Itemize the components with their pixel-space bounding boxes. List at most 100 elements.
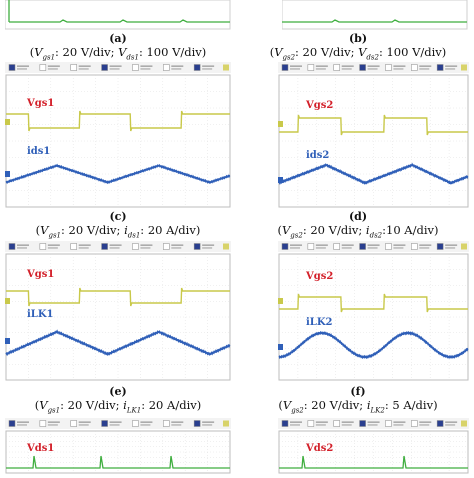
toolbar-icon <box>436 64 444 71</box>
toolbar-text-mark <box>171 247 182 249</box>
toolbar-text-mark <box>202 65 215 67</box>
caption-a: (a) (Vgs1: 20 V/div; Vds1: 100 V/div) <box>3 32 233 61</box>
ilk1-label: iLK1 <box>27 309 53 320</box>
caption-letter: (f) <box>350 385 366 398</box>
channel-marker <box>5 298 10 304</box>
toolbar-text-mark <box>315 65 328 67</box>
scope-panel-g-right: Vds2 <box>278 418 469 474</box>
toolbar-text-mark <box>367 65 380 67</box>
caption-letter: (a) <box>109 32 127 45</box>
channel-marker <box>278 344 283 350</box>
caption-letter: (c) <box>109 210 127 223</box>
toolbar-text-mark <box>202 247 213 249</box>
vds1-trace <box>6 455 230 469</box>
toolbar-text-mark <box>140 244 153 246</box>
toolbar-text-mark <box>393 244 406 246</box>
toolbar-icon <box>101 243 108 250</box>
toolbar-text-mark <box>445 247 456 249</box>
toolbar-text-mark <box>78 68 89 70</box>
toolbar-icon <box>39 420 47 427</box>
toolbar-icon <box>307 243 315 250</box>
toolbar-text-mark <box>393 424 404 426</box>
toolbar-text-mark <box>290 65 302 67</box>
toolbar-icon <box>281 243 289 250</box>
caption-e: (e) (Vgs1: 20 V/div; iLK1: 20 A/div) <box>3 385 233 414</box>
toolbar-text-mark <box>341 424 352 426</box>
toolbar-text-mark <box>367 247 378 249</box>
toolbar-icon <box>223 64 229 71</box>
toolbar-text-mark <box>290 244 302 246</box>
toolbar-bg <box>5 418 231 429</box>
panel-b-partial <box>281 0 468 30</box>
toolbar-icon <box>385 64 392 71</box>
scope-b-partial <box>281 0 468 30</box>
vgs1-label: Vgs1 <box>26 269 54 280</box>
toolbar-text-mark <box>47 244 60 246</box>
ids1-trace <box>5 163 231 185</box>
toolbar-icon <box>223 420 229 427</box>
caption-b: (b) (Vgs2: 20 V/div; Vds2: 100 V/div) <box>243 32 473 61</box>
toolbar-text-mark <box>315 68 326 70</box>
toolbar-icon <box>163 420 170 427</box>
vgs2-label: Vgs2 <box>305 100 333 111</box>
toolbar-icon <box>70 64 77 71</box>
toolbar-text-mark <box>419 68 430 70</box>
ilk2-trace <box>278 330 469 360</box>
toolbar-text-mark <box>445 65 458 67</box>
toolbar-icon <box>333 420 340 427</box>
panel-a-partial <box>4 0 231 30</box>
toolbar-text-mark <box>290 247 300 249</box>
toolbar-text-mark <box>47 421 60 423</box>
toolbar-text-mark <box>109 247 120 249</box>
toolbar-text-mark <box>171 421 184 423</box>
scope-grid <box>6 254 230 380</box>
toolbar-text-mark <box>367 244 380 246</box>
toolbar-text-mark <box>17 68 27 70</box>
toolbar-icon <box>8 64 16 71</box>
vgs2-trace <box>279 293 468 313</box>
toolbar-text-mark <box>17 247 27 249</box>
vds2-label: Vds2 <box>305 443 333 454</box>
scope-toolbar <box>5 241 231 252</box>
oscilloscope-screen: Vds2 <box>278 418 469 474</box>
channel-marker <box>5 338 10 344</box>
vgs2-label: Vgs2 <box>305 271 333 282</box>
toolbar-icon <box>193 64 201 71</box>
toolbar-bg <box>278 62 469 73</box>
scope-panel-e-right: Vgs2 iLK2 <box>278 241 469 381</box>
toolbar-text-mark <box>419 244 432 246</box>
scope-toolbar <box>278 62 469 73</box>
caption-text: (Vgs1: 20 V/div; ids1: 20 A/div) <box>35 223 201 240</box>
caption-text: (Vgs1: 20 V/div; iLK1: 20 A/div) <box>34 398 202 415</box>
toolbar-text-mark <box>78 424 89 426</box>
toolbar-text-mark <box>47 424 58 426</box>
toolbar-text-mark <box>78 244 91 246</box>
toolbar-text-mark <box>393 68 404 70</box>
toolbar-text-mark <box>419 424 430 426</box>
toolbar-icon <box>70 420 77 427</box>
toolbar-text-mark <box>47 65 60 67</box>
toolbar-text-mark <box>140 68 151 70</box>
toolbar-text-mark <box>419 65 432 67</box>
toolbar-icon <box>461 64 467 71</box>
toolbar-text-mark <box>341 65 354 67</box>
toolbar-icon <box>359 243 366 250</box>
vgs2-trace <box>279 114 468 136</box>
toolbar-text-mark <box>17 424 27 426</box>
toolbar-text-mark <box>17 65 29 67</box>
toolbar-bg <box>5 62 231 73</box>
caption-letter: (e) <box>109 385 127 398</box>
toolbar-text-mark <box>78 421 91 423</box>
toolbar-text-mark <box>202 68 213 70</box>
toolbar-text-mark <box>202 424 213 426</box>
toolbar-icon <box>8 243 16 250</box>
vgs1-trace <box>6 287 230 307</box>
toolbar-text-mark <box>140 424 151 426</box>
toolbar-icon <box>70 243 77 250</box>
toolbar-text-mark <box>17 244 29 246</box>
toolbar-text-mark <box>109 424 120 426</box>
toolbar-text-mark <box>17 421 29 423</box>
channel-marker <box>5 171 10 177</box>
toolbar-icon <box>461 420 467 427</box>
toolbar-icon <box>333 243 340 250</box>
